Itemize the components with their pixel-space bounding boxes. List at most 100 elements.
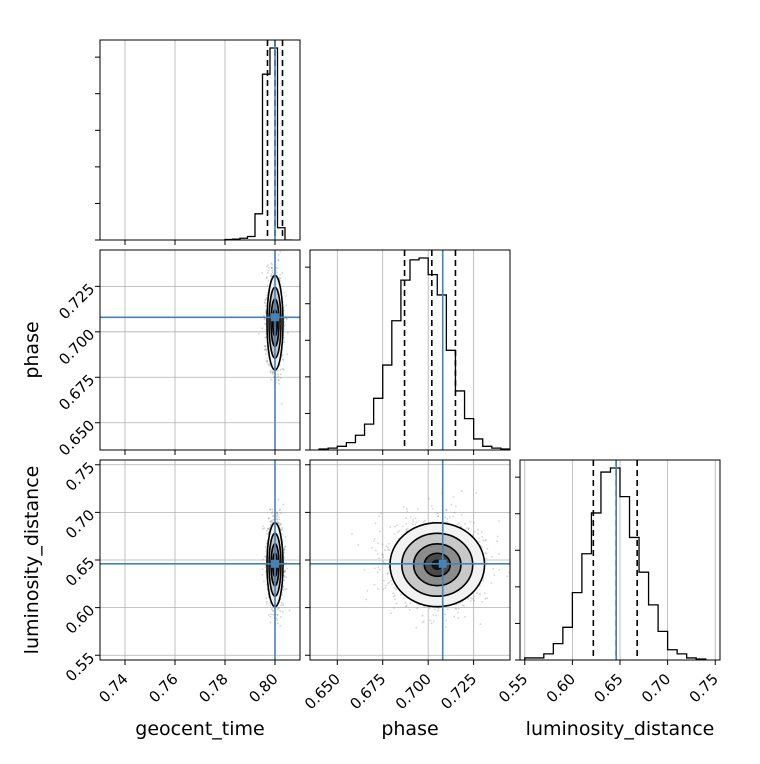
sample-point	[284, 536, 287, 538]
sample-point	[269, 604, 272, 607]
sample-point	[263, 348, 266, 351]
sample-point	[452, 515, 455, 518]
sample-point	[429, 607, 431, 610]
sample-point	[485, 538, 487, 541]
sample-point	[414, 517, 417, 520]
sample-point	[264, 310, 267, 313]
sample-point	[481, 546, 484, 548]
sample-point	[270, 512, 273, 514]
sample-point	[283, 576, 286, 578]
sample-point	[265, 276, 268, 279]
sample-point	[276, 619, 279, 622]
sample-point	[411, 523, 414, 526]
sample-point	[397, 531, 399, 533]
sample-point	[430, 622, 433, 625]
sample-point	[477, 537, 480, 540]
sample-point	[465, 527, 468, 530]
sample-point	[261, 528, 264, 530]
sample-point	[380, 512, 382, 515]
sample-point	[371, 546, 373, 549]
y-tick-label: 0.675	[55, 371, 98, 414]
sample-point	[276, 369, 279, 372]
sample-point	[279, 280, 282, 283]
sample-point	[271, 271, 274, 274]
sample-point	[277, 259, 280, 262]
sample-point	[265, 296, 268, 299]
y-axis-label-luminosity_distance: luminosity_distance	[21, 466, 43, 655]
sample-point	[270, 613, 273, 616]
sample-point	[257, 332, 260, 335]
sample-point	[267, 266, 270, 269]
sample-point	[469, 599, 472, 602]
sample-point	[266, 348, 268, 351]
sample-point	[271, 373, 274, 375]
sample-point	[279, 273, 282, 276]
sample-point	[475, 592, 478, 595]
sample-point	[382, 560, 385, 563]
y-tick-label: 0.60	[62, 601, 98, 637]
sample-point	[283, 325, 286, 328]
sample-point	[276, 267, 279, 270]
sample-point	[268, 602, 271, 605]
sample-point	[275, 271, 278, 274]
sample-point	[478, 540, 481, 543]
sample-point	[263, 580, 265, 583]
sample-point	[398, 529, 401, 532]
sample-point	[271, 370, 274, 373]
sample-point	[278, 518, 281, 521]
histogram-step	[224, 47, 293, 240]
posterior-2d-geocent_time-phase	[100, 250, 300, 450]
sample-point	[280, 601, 283, 604]
sample-point	[445, 626, 447, 628]
sample-point	[281, 367, 284, 370]
sample-point	[271, 515, 274, 518]
x-tick-label: 0.74	[95, 670, 131, 706]
y-tick-label: 0.55	[62, 649, 98, 685]
sample-point	[467, 598, 470, 600]
sample-point	[386, 582, 389, 585]
sample-point	[461, 604, 464, 606]
sample-point	[269, 508, 272, 511]
sample-point	[479, 593, 481, 595]
sample-point	[269, 370, 272, 373]
sample-point	[280, 604, 283, 607]
sample-point	[264, 301, 266, 304]
sample-point	[406, 529, 408, 532]
x-axis-label-luminosity_distance: luminosity_distance	[526, 718, 715, 740]
sample-point	[421, 621, 424, 624]
sample-point	[381, 553, 384, 556]
sample-point	[277, 258, 280, 261]
sample-point	[275, 518, 278, 520]
sample-point	[276, 608, 279, 611]
sample-point	[286, 318, 288, 321]
sample-point	[271, 609, 274, 612]
sample-point	[271, 510, 274, 513]
sample-point	[284, 546, 287, 548]
sample-point	[280, 616, 282, 618]
sample-point	[269, 509, 272, 511]
sample-point	[270, 520, 272, 523]
sample-point	[271, 267, 273, 269]
sample-point	[264, 298, 267, 301]
sample-point	[276, 614, 279, 616]
sample-point	[282, 359, 285, 361]
sample-point	[384, 549, 386, 552]
sample-point	[276, 520, 279, 523]
posterior-2d-geocent_time-luminosity_distance	[100, 460, 300, 660]
sample-point	[417, 508, 419, 510]
sample-point	[283, 556, 286, 559]
sample-point	[409, 515, 412, 518]
contour-line	[401, 532, 474, 597]
sample-point	[395, 524, 398, 527]
sample-point	[496, 540, 499, 542]
sample-point	[279, 250, 282, 253]
sample-point	[402, 525, 404, 528]
sample-point	[388, 549, 391, 552]
sample-point	[377, 542, 379, 544]
sample-point	[378, 515, 381, 517]
sample-point	[276, 512, 279, 515]
sample-point	[285, 295, 288, 297]
sample-point	[283, 574, 286, 577]
sample-point	[270, 519, 273, 522]
